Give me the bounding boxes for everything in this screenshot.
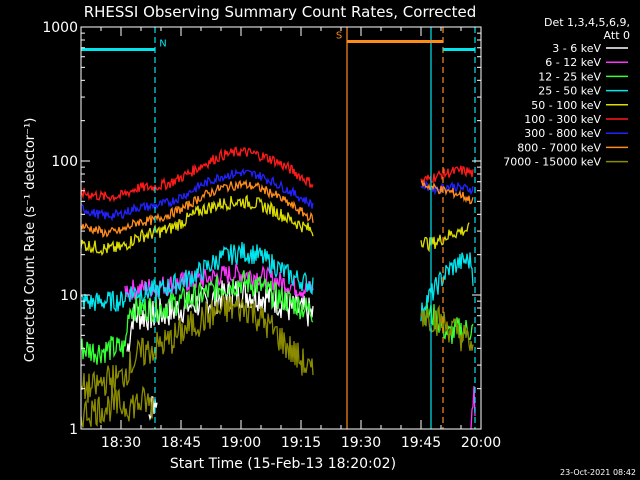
series-line [470, 385, 476, 429]
y-tick-label: 10 [60, 288, 78, 304]
legend-entry-label: 6 - 12 keV [545, 56, 601, 69]
legend-entry-label: 3 - 6 keV [552, 42, 601, 55]
x-tick-label: 18:30 [101, 435, 141, 451]
flag-label: S [336, 30, 342, 41]
legend-title: Det 1,3,4,5,6,9, [544, 16, 630, 29]
x-tick-label: 20:00 [461, 435, 501, 451]
series-line [81, 294, 314, 403]
x-tick-label: 19:00 [221, 435, 261, 451]
legend-entry-label: 7000 - 15000 keV [503, 156, 601, 169]
flag-label: N [159, 38, 166, 49]
legend-entry-label: 300 - 800 keV [524, 127, 601, 140]
series-line [420, 304, 474, 352]
series-line [420, 180, 474, 205]
x-tick-label: 19:30 [341, 435, 381, 451]
series-line [81, 242, 314, 312]
series-line [148, 395, 158, 421]
series-line [420, 252, 474, 322]
legend-entry-label: 12 - 25 keV [538, 70, 601, 83]
series-line [81, 385, 154, 428]
plot-data: NS [81, 27, 476, 429]
series-line [81, 270, 314, 365]
axes: 18:30 18:45 19:00 19:15 19:30 19:45 20:00 1 10 10… [42, 20, 501, 451]
y-tick-label: 1 [69, 422, 78, 438]
series-line [81, 194, 314, 256]
x-axis-label: Start Time (15-Feb-13 18:20:02) [170, 456, 396, 472]
y-axis-label: Corrected Count Rate (s⁻¹ detector⁻¹) [23, 118, 38, 363]
x-tick-label: 18:45 [161, 435, 201, 451]
series-line [81, 146, 314, 203]
legend-entry-label: 50 - 100 keV [531, 99, 601, 112]
y-tick-label: 100 [51, 154, 78, 170]
series-line [81, 179, 314, 238]
x-tick-label: 19:45 [401, 435, 441, 451]
chart-title: RHESSI Observing Summary Count Rates, Co… [84, 3, 477, 21]
legend-entry-label: 800 - 7000 keV [517, 141, 601, 154]
legend-title: Att 0 [604, 29, 630, 42]
series-line [81, 167, 314, 222]
legend-entry-label: 100 - 300 keV [524, 113, 601, 126]
footer-timestamp: 23-Oct-2021 08:42 [560, 468, 636, 477]
series-line [420, 222, 470, 253]
series-line [420, 165, 474, 186]
x-tick-label: 19:15 [281, 435, 321, 451]
y-tick-label: 1000 [42, 20, 78, 36]
legend-entry-label: 25 - 50 keV [538, 85, 601, 98]
